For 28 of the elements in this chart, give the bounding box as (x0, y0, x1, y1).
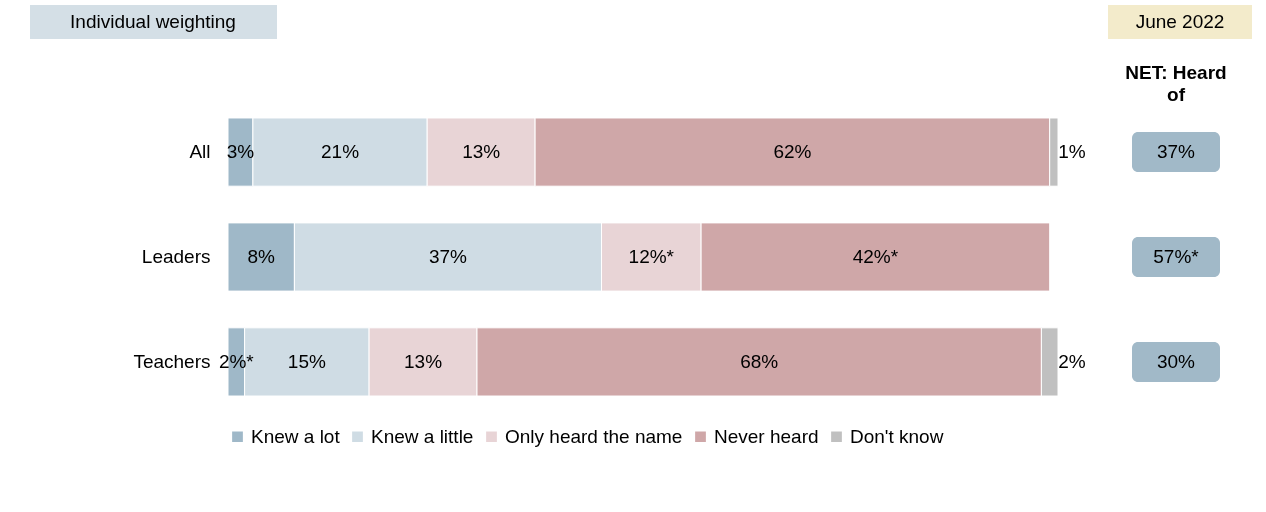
data-label: 42%* (852, 246, 899, 267)
data-label: 13% (404, 350, 443, 372)
legend-label: Only heard the name (505, 425, 683, 447)
data-label: 1% (1058, 141, 1086, 163)
data-label: 8% (247, 246, 276, 267)
data-label: 21% (321, 141, 360, 163)
data-label: 13% (462, 141, 501, 163)
data-label: 3% (226, 141, 255, 163)
data-label: 2% (1058, 350, 1086, 372)
data-label: 12%* (628, 246, 675, 267)
text: 57%* (1153, 246, 1200, 267)
text: 30% (1156, 350, 1196, 372)
y-tick-label: Teachers (133, 350, 211, 372)
y-tick-label: All (189, 141, 211, 163)
legend-label: Don't know (850, 425, 944, 447)
data-label: 15% (287, 350, 326, 372)
text: 37% (1156, 141, 1196, 163)
text: Individual weighting (70, 11, 236, 32)
text: NET: Heard of (1125, 62, 1227, 105)
y-tick-label: Leaders (141, 246, 211, 267)
legend-label: Never heard (714, 425, 819, 447)
data-label: 68% (740, 350, 779, 372)
text: June 2022 (1135, 11, 1225, 32)
data-label: 37% (428, 246, 468, 267)
legend-label: Knew a little (371, 425, 474, 447)
data-label: 2%* (218, 350, 255, 372)
legend-label: Knew a lot (251, 425, 341, 447)
data-label: 62% (773, 141, 812, 163)
